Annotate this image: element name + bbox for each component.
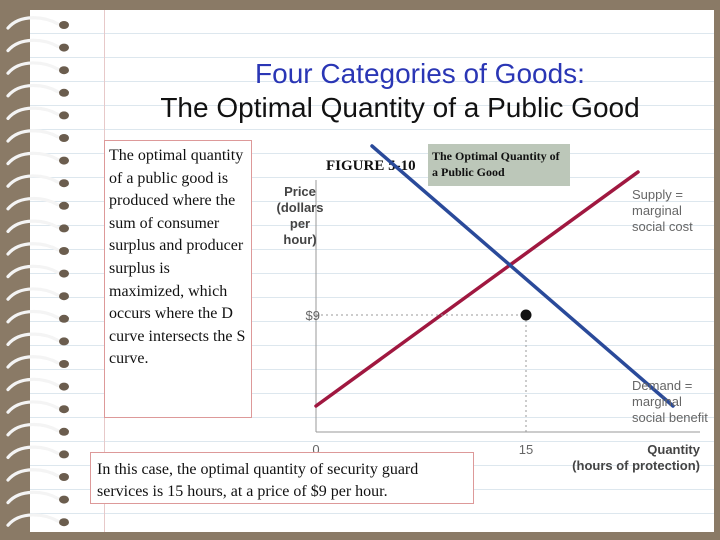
binding-hole [59, 405, 69, 414]
binding-ring [6, 38, 60, 53]
binding-ring [6, 196, 60, 211]
binding-ring [6, 287, 60, 301]
binding-hole [59, 156, 69, 165]
x-tick-label: 0 [312, 442, 319, 457]
binding-ring [6, 445, 60, 459]
binding-hole [59, 224, 69, 233]
binding-hole [59, 111, 69, 120]
conclusion-text: In this case, the optimal quantity of se… [90, 452, 474, 504]
binding-ring [6, 16, 60, 30]
spiral-binding [6, 16, 69, 527]
binding-ring [6, 332, 60, 346]
binding-ring [6, 242, 60, 256]
binding-ring [6, 377, 60, 392]
y-axis-label: Price [284, 184, 316, 199]
figure-caption: The Optimal Quantity of a Public Good [428, 144, 570, 186]
binding-ring [6, 83, 60, 98]
binding-hole [59, 292, 69, 301]
binding-ring [6, 422, 60, 437]
series-label: marginal [632, 203, 682, 218]
slide-page [30, 10, 714, 532]
binding-ring [6, 490, 60, 505]
y-axis-label: (dollars [277, 200, 324, 215]
equilibrium-point [520, 309, 532, 321]
y-axis-label: hour) [283, 232, 316, 247]
x-axis-label: (hours of protection) [572, 458, 700, 473]
binding-ring [6, 129, 60, 143]
binding-hole [59, 269, 69, 278]
series-label: social cost [632, 219, 693, 234]
series-label: marginal [632, 394, 682, 409]
series-line [370, 144, 675, 408]
series-label: social benefit [632, 410, 708, 425]
binding-hole [59, 495, 69, 504]
series-label: Supply = [632, 187, 683, 202]
binding-hole [59, 88, 69, 97]
binding-hole [59, 450, 69, 459]
binding-ring [6, 174, 60, 188]
series-label: Demand = [632, 378, 692, 393]
binding-ring [6, 219, 60, 233]
binding-ring [6, 106, 60, 120]
binding-ring [6, 468, 60, 482]
binding-ring [6, 309, 60, 324]
binding-ring [6, 264, 60, 279]
binding-hole [59, 134, 69, 142]
binding-hole [59, 314, 69, 323]
binding-ring [6, 400, 60, 414]
binding-hole [59, 427, 69, 436]
binding-hole [59, 473, 69, 481]
binding-hole [59, 201, 69, 210]
slide-title: Four Categories of Goods: [255, 58, 585, 89]
binding-ring [6, 151, 60, 166]
x-tick-label: 15 [519, 442, 533, 457]
x-axis-label: Quantity [647, 442, 700, 457]
binding-hole [59, 518, 69, 527]
explanation-text: The optimal quantity of a public good is… [104, 140, 252, 418]
binding-hole [59, 247, 69, 255]
binding-hole [59, 43, 69, 52]
series-line [314, 170, 640, 408]
y-axis-label: per [290, 216, 310, 231]
y-tick-label: $9 [306, 308, 320, 323]
binding-hole [59, 360, 69, 368]
binding-hole [59, 66, 69, 75]
slide-subtitle: The Optimal Quantity of a Public Good [160, 92, 640, 123]
binding-ring [6, 513, 60, 527]
binding-ring [6, 61, 60, 75]
binding-hole [59, 179, 69, 188]
binding-ring [6, 355, 60, 369]
binding-hole [59, 382, 69, 391]
binding-hole [59, 21, 69, 29]
binding-hole [59, 337, 69, 346]
